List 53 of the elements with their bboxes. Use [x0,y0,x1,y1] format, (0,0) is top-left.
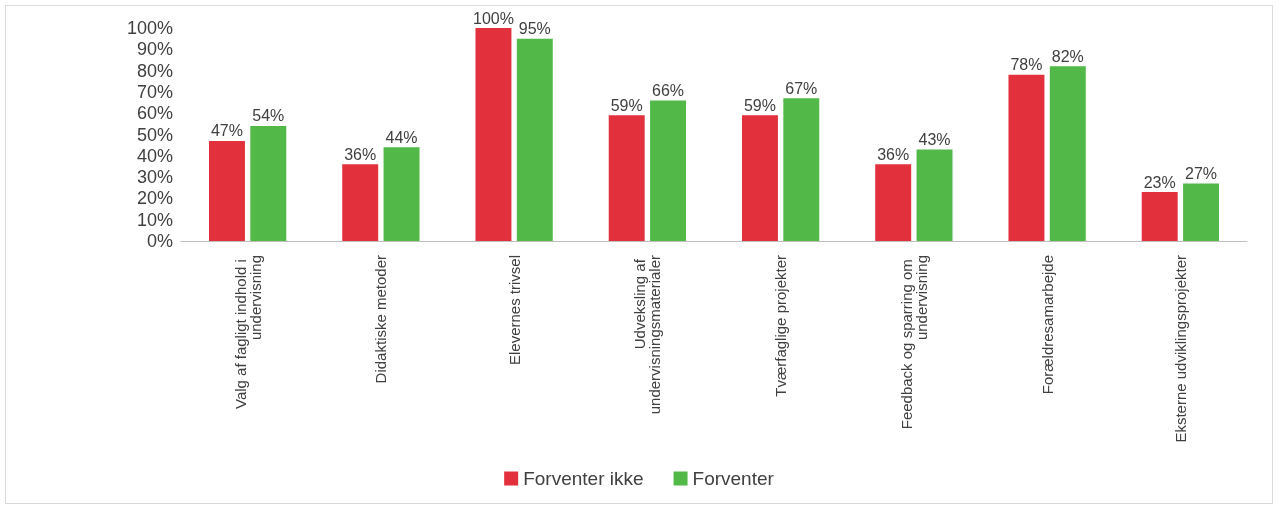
x-tick-label: Tværfaglige projekter [772,255,790,397]
bar [1141,192,1178,241]
x-tick-label: Didaktiske metoder [372,255,390,384]
y-tick-label: 40% [136,145,173,166]
bar [475,28,512,241]
bar [250,125,287,241]
data-label: 36% [877,145,910,163]
bar [741,115,778,241]
y-tick-label: 60% [136,103,173,124]
y-tick-label: 80% [136,60,173,81]
bar [383,147,420,241]
data-label: 67% [785,79,818,97]
y-tick-label: 100% [126,18,173,38]
data-label: 100% [472,9,514,27]
bar [875,164,912,241]
x-tick-label: Eksterne udviklingsprojekter [1171,255,1189,443]
bar [608,115,645,241]
y-tick-label: 30% [136,167,173,188]
y-tick-label: 50% [136,124,173,145]
data-label: 66% [652,81,685,99]
y-tick-label: 10% [136,209,173,230]
data-label: 82% [1051,47,1084,65]
bar [342,164,379,241]
x-tick-label: Udveksling af undervisningsmaterialer [631,255,664,415]
legend-label: Forventer [692,468,775,489]
bar [783,98,820,241]
y-tick-label: 0% [146,231,173,251]
data-label: 78% [1010,56,1043,74]
data-label: 59% [743,96,776,114]
y-tick-label: 70% [136,81,173,102]
x-tick-label: Elevernes trivsel [505,255,523,366]
data-label: 95% [518,20,551,38]
data-label: 54% [252,107,285,125]
bar [1049,66,1086,241]
data-label: 47% [210,122,243,140]
x-tick-label: Feedback og sparring om undervisning [897,255,930,430]
x-tick-label: Valg af fagligt indhold i undervisning [231,255,264,409]
y-tick-label: 90% [136,39,173,60]
bar [650,100,687,241]
data-label: 23% [1143,173,1176,191]
data-label: 36% [344,145,377,163]
data-label: 27% [1185,164,1218,182]
legend-label: Forventer ikke [523,468,644,489]
bar [1183,183,1220,241]
bar [1008,74,1045,241]
bar [916,149,953,241]
bar [516,38,553,241]
bar [208,140,245,241]
x-tick-label: Forældresamarbejde [1038,255,1056,395]
data-label: 44% [385,128,418,146]
data-label: 43% [918,130,951,148]
y-tick-label: 20% [136,188,173,209]
data-label: 59% [610,96,643,114]
